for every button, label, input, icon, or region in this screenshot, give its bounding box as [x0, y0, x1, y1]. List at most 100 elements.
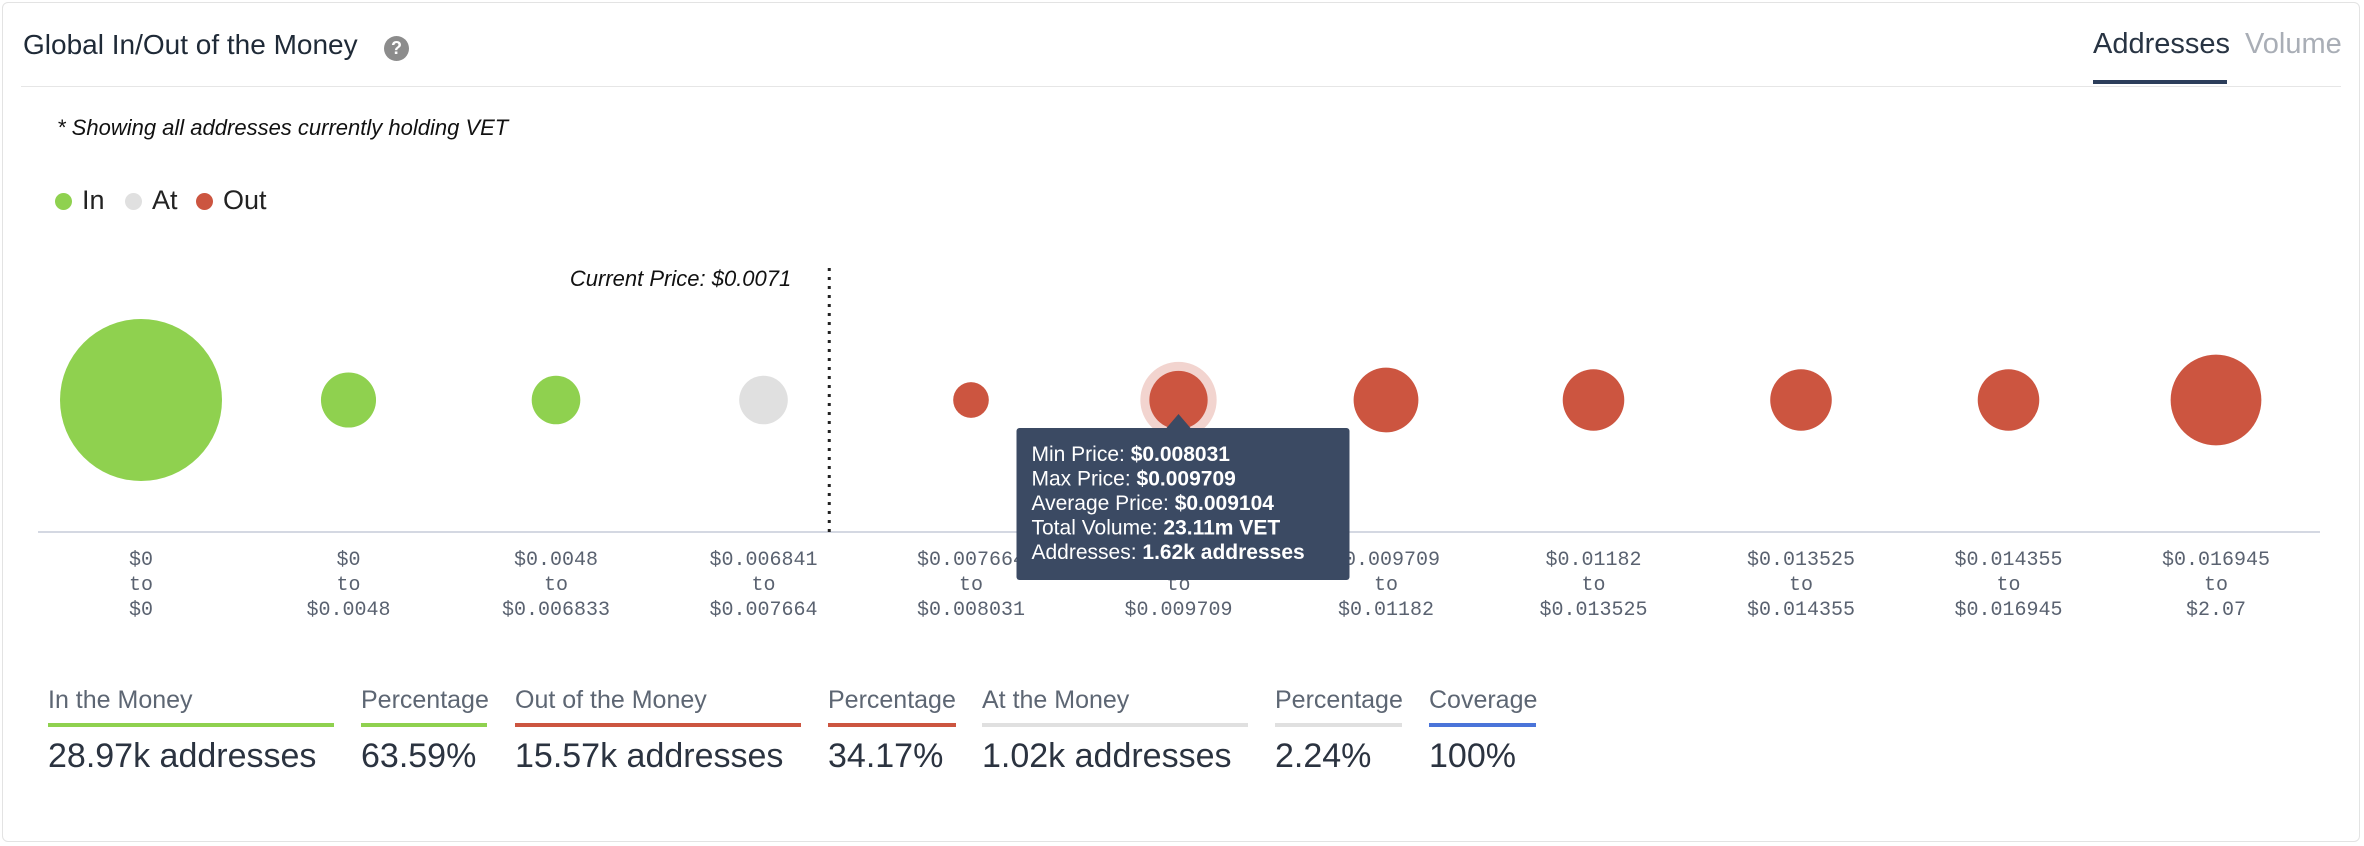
bubble-at[interactable] [739, 375, 788, 425]
holding-note: * Showing all addresses currently holdin… [57, 115, 509, 140]
tick-label: $0.007664 [917, 549, 1025, 572]
summary-value: 28.97k addresses [48, 737, 317, 775]
bubble-out[interactable] [1977, 369, 2040, 431]
summary-bar [48, 723, 334, 727]
tick-label: to [751, 574, 775, 597]
tick-label: $0.009709 [1332, 549, 1440, 572]
bubble-out[interactable] [1770, 369, 1832, 431]
tooltip-row-label: Max Price: [1032, 468, 1137, 491]
tick-label: $0.006841 [709, 549, 817, 572]
tick-label: to [544, 574, 568, 597]
tooltip-row: Addresses: 1.62k addresses [1032, 541, 1305, 564]
summary-label: Coverage [1429, 686, 1538, 714]
summary-value: 15.57k addresses [515, 737, 784, 775]
summary-value: 2.24% [1275, 737, 1372, 775]
bubble-out[interactable] [1562, 369, 1625, 431]
bubble-out[interactable] [2170, 354, 2262, 446]
summary-bar [1429, 723, 1536, 727]
tick-label: $0.009709 [1124, 599, 1232, 622]
summary-label: In the Money [48, 686, 193, 714]
tick-label: $0.008031 [917, 599, 1025, 622]
tooltip-row-value: $0.009104 [1175, 492, 1275, 515]
tick-label: to [336, 574, 360, 597]
summary-label: Percentage [1275, 686, 1403, 714]
summary-bar [1275, 723, 1402, 727]
bubble-in[interactable] [60, 319, 222, 481]
active-tab-indicator [2093, 80, 2227, 84]
tooltip-row-value: $0.009709 [1137, 468, 1236, 491]
legend-label-in: In [82, 185, 105, 215]
summary-out-percentage: Percentage 34.17% [828, 686, 956, 776]
tick-label: $0.007664 [709, 599, 817, 622]
summary-value: 34.17% [828, 737, 944, 775]
tooltip-row-value: 23.11m VET [1163, 517, 1280, 540]
legend-label-at: At [152, 185, 178, 215]
summary-out-of-the-money: Out of the Money 15.57k addresses [515, 686, 801, 776]
tooltip-row-value: $0.008031 [1131, 443, 1231, 466]
tick-label: $0.013525 [1747, 549, 1855, 572]
bubble-out[interactable] [1149, 370, 1208, 430]
tooltip-row-label: Total Volume: [1032, 517, 1164, 540]
tab-volume[interactable]: Volume [2245, 28, 2342, 60]
tick-label: $0.013525 [1539, 599, 1647, 622]
bubble-out[interactable] [953, 382, 989, 418]
tab-addresses[interactable]: Addresses [2093, 28, 2231, 60]
summary-label: Percentage [361, 686, 489, 714]
tick-label: $0.01182 [1338, 599, 1434, 622]
summary-bar [361, 723, 487, 727]
page-title: Global In/Out of the Money [23, 29, 358, 60]
tooltip-box [1016, 428, 1350, 580]
legend-dot-in [55, 193, 72, 210]
tooltip-pointer [1166, 414, 1191, 428]
legend-label-out: Out [223, 185, 267, 215]
summary-at-percentage: Percentage 2.24% [1275, 686, 1403, 776]
tick-label: $0.016945 [1954, 599, 2062, 622]
tick-label: $0 [336, 549, 360, 572]
tick-label: $0.006833 [502, 599, 610, 622]
header-divider [21, 86, 2341, 87]
tick-label: $0.01182 [1545, 549, 1641, 572]
tooltip-row-value: 1.62k addresses [1142, 541, 1304, 564]
question-circle-icon[interactable]: ? [384, 36, 409, 61]
summary-in-percentage: Percentage 63.59% [361, 686, 489, 776]
tick-label: $0 [129, 599, 153, 622]
legend-dot-out [196, 193, 213, 210]
summary-bar [982, 723, 1248, 727]
summary-value: 1.02k addresses [982, 737, 1232, 775]
tick-label: to [1996, 574, 2020, 597]
tick-label: to [1789, 574, 1813, 597]
tick-label: $2.07 [2186, 599, 2246, 622]
tick-label: to [959, 574, 983, 597]
summary-in-the-money: In the Money 28.97k addresses [48, 686, 334, 776]
tick-label: $0.014355 [1954, 549, 2062, 572]
summary-bar [828, 723, 956, 727]
tick-label: $0.0048 [306, 599, 390, 622]
tooltip-row-label: Min Price: [1032, 443, 1131, 466]
tick-label: to [129, 574, 153, 597]
tooltip-row-label: Average Price: [1032, 492, 1175, 515]
summary-coverage: Coverage 100% [1429, 686, 1538, 776]
tick-label: to [1581, 574, 1605, 597]
bubble-in[interactable] [320, 372, 377, 428]
tick-label: to [2204, 574, 2228, 597]
summary-value: 63.59% [361, 737, 477, 775]
tick-label: $0.016945 [2162, 549, 2270, 572]
summary-at-the-money: At the Money 1.02k addresses [982, 686, 1248, 776]
tooltip-row: Min Price: $0.008031 [1032, 443, 1231, 466]
tooltip-row: Total Volume: 23.11m VET [1032, 517, 1281, 540]
legend-dot-at [125, 193, 142, 210]
bubble-in[interactable] [531, 375, 581, 425]
summary-value: 100% [1429, 737, 1516, 775]
summary-label: At the Money [982, 686, 1130, 714]
current-price-label: Current Price: $0.0071 [570, 266, 791, 291]
bubble-out[interactable] [1353, 367, 1419, 433]
tick-label: $0.0048 [514, 549, 598, 572]
tick-label: $0.014355 [1747, 599, 1855, 622]
tooltip-row: Max Price: $0.009709 [1032, 468, 1236, 491]
tick-label: $0 [129, 549, 153, 572]
tooltip-row: Average Price: $0.009104 [1032, 492, 1275, 515]
tick-label: to [1374, 574, 1398, 597]
summary-label: Out of the Money [515, 686, 707, 714]
tooltip-row-label: Addresses: [1032, 541, 1143, 564]
